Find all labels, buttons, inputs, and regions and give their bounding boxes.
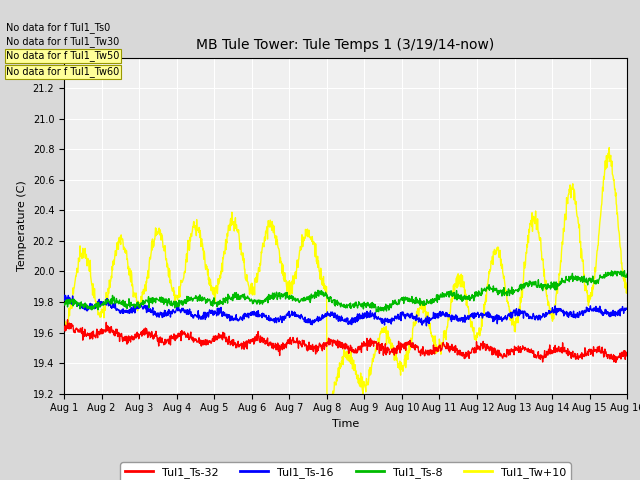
Title: MB Tule Tower: Tule Temps 1 (3/19/14-now): MB Tule Tower: Tule Temps 1 (3/19/14-now…: [196, 38, 495, 52]
Y-axis label: Temperature (C): Temperature (C): [17, 180, 27, 271]
Text: No data for f Tul1_Tw50: No data for f Tul1_Tw50: [6, 50, 120, 61]
Text: No data for f Tul1_Ts0: No data for f Tul1_Ts0: [6, 22, 111, 33]
X-axis label: Time: Time: [332, 419, 359, 429]
Legend: Tul1_Ts-32, Tul1_Ts-16, Tul1_Ts-8, Tul1_Tw+10: Tul1_Ts-32, Tul1_Ts-16, Tul1_Ts-8, Tul1_…: [120, 462, 571, 480]
Text: No data for f Tul1_Tw60: No data for f Tul1_Tw60: [6, 66, 120, 77]
Text: No data for f Tul1_Tw30: No data for f Tul1_Tw30: [6, 36, 120, 47]
